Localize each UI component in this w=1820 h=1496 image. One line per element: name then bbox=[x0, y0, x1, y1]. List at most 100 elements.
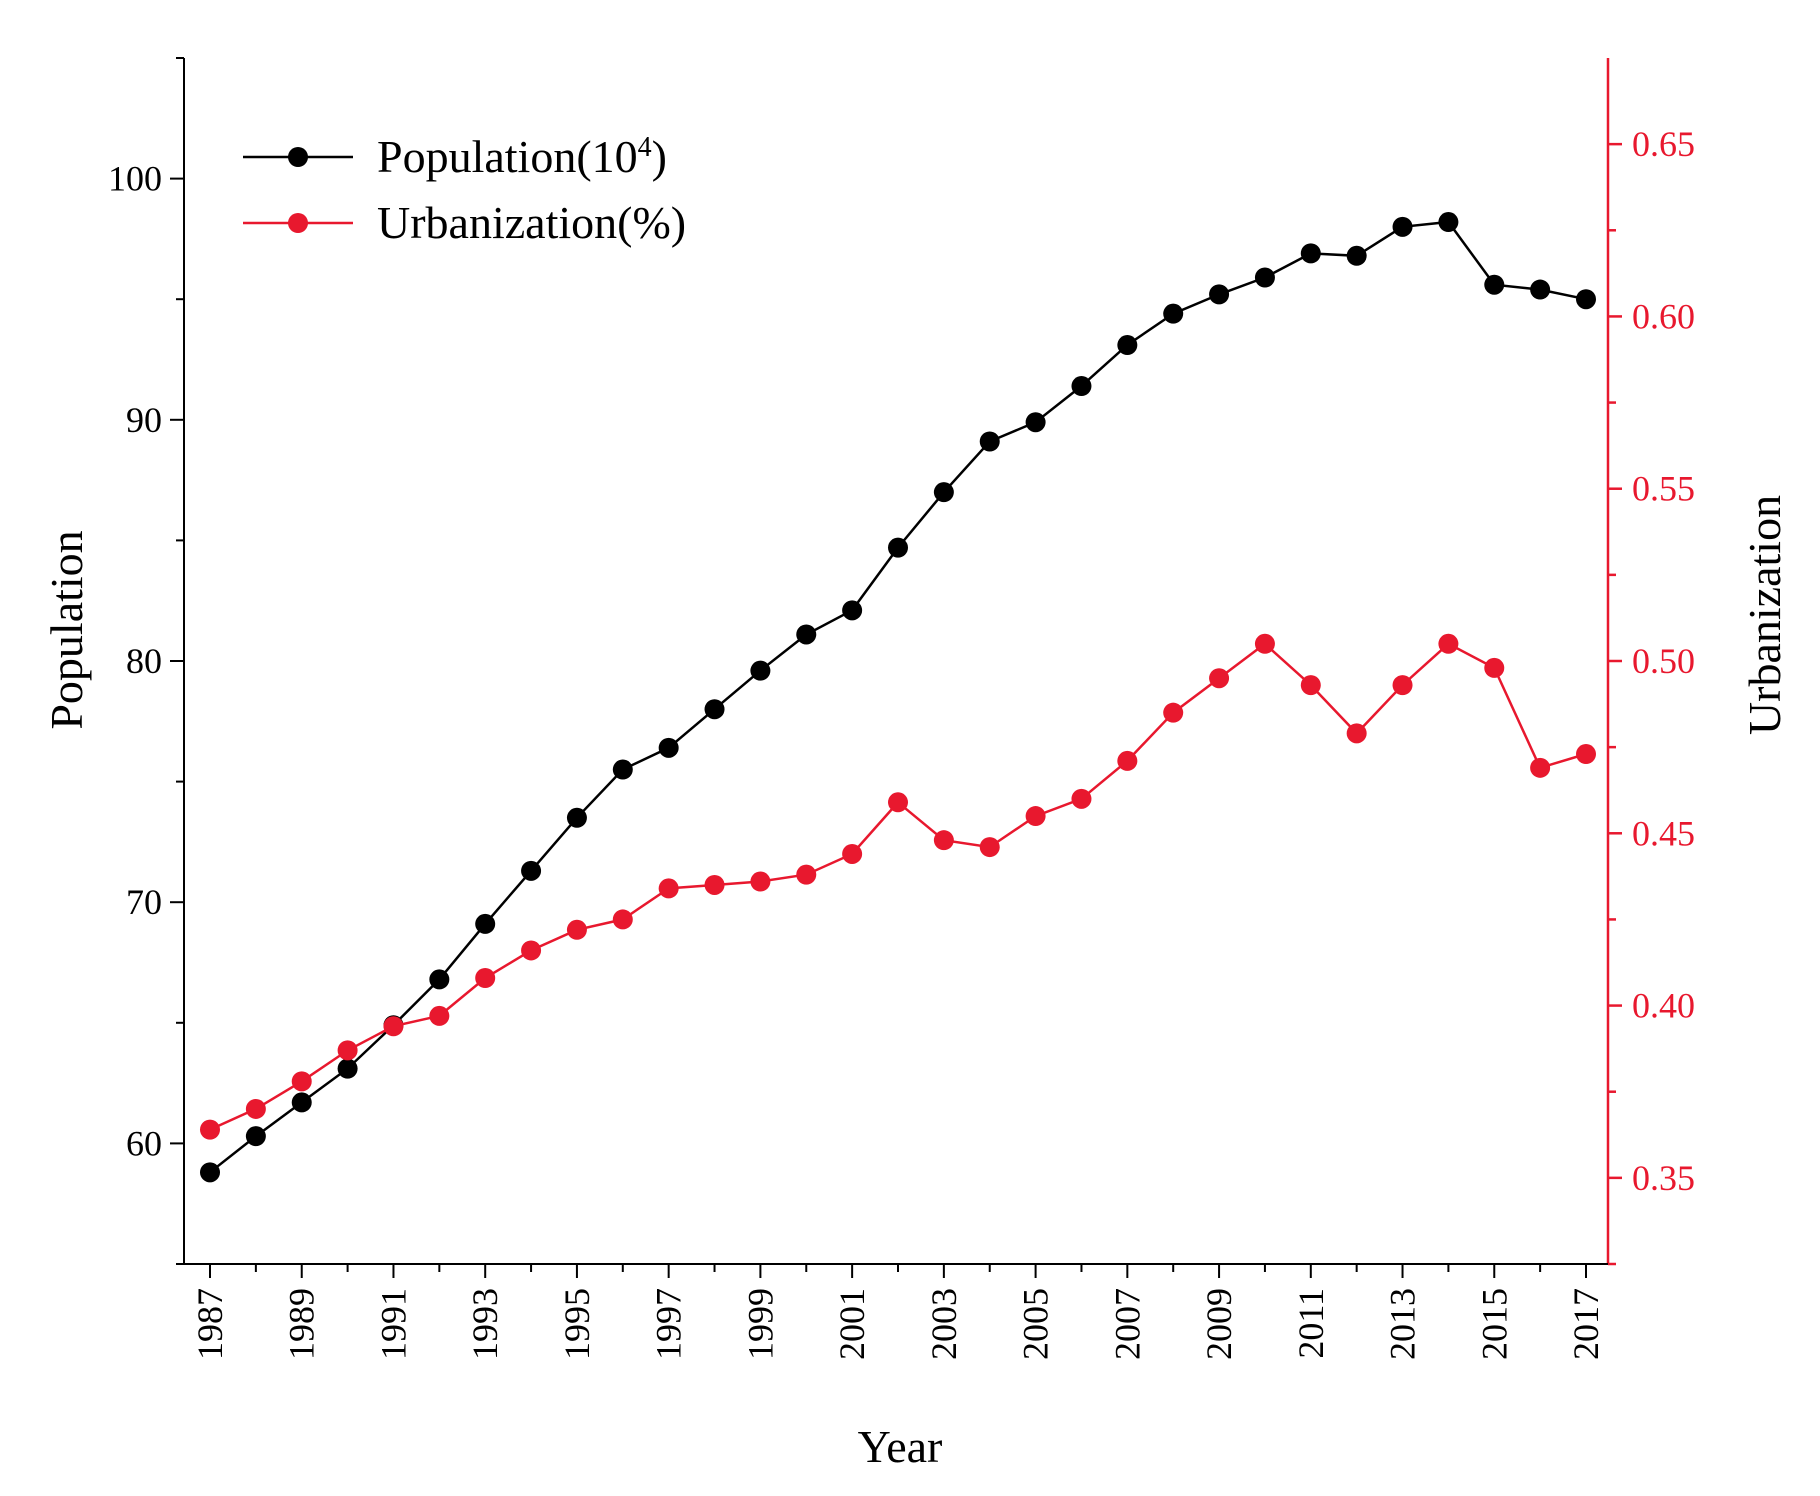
legend-marker-urbanization bbox=[288, 213, 308, 233]
data-point-population bbox=[521, 860, 542, 881]
data-point-population bbox=[842, 600, 863, 621]
data-point-urbanization bbox=[200, 1119, 220, 1140]
data-point-population bbox=[1117, 335, 1138, 356]
x-tick-label: 2005 bbox=[1016, 1288, 1056, 1360]
data-point-urbanization bbox=[796, 864, 817, 885]
data-point-population bbox=[933, 482, 954, 503]
data-point-population bbox=[1163, 303, 1184, 324]
x-tick-label: 1987 bbox=[190, 1288, 230, 1360]
data-point-population bbox=[1346, 245, 1367, 266]
data-point-population bbox=[704, 699, 725, 720]
x-tick-label: 1999 bbox=[740, 1288, 780, 1360]
x-tick-label: 1991 bbox=[373, 1288, 413, 1360]
data-point-urbanization bbox=[933, 830, 954, 851]
left-tick-label: 70 bbox=[126, 882, 162, 922]
right-tick-label: 0.65 bbox=[1632, 124, 1695, 164]
x-tick-label: 1995 bbox=[557, 1288, 597, 1360]
series-layer bbox=[200, 212, 1596, 1183]
data-point-urbanization bbox=[245, 1098, 266, 1119]
legend-item-population: Population(104) bbox=[243, 131, 667, 182]
data-point-urbanization bbox=[429, 1005, 450, 1026]
data-point-population bbox=[1254, 267, 1275, 288]
right-tick-label: 0.55 bbox=[1632, 469, 1695, 509]
data-point-population bbox=[1025, 412, 1046, 433]
data-point-population bbox=[888, 537, 908, 558]
data-point-urbanization bbox=[383, 1016, 404, 1037]
data-point-population bbox=[658, 737, 679, 758]
right-tick-label: 0.50 bbox=[1632, 641, 1695, 681]
data-point-urbanization bbox=[1346, 723, 1367, 744]
x-tick-label: 2007 bbox=[1107, 1288, 1147, 1360]
data-point-urbanization bbox=[888, 792, 908, 813]
right-y-axis: 0.35 0.40 0.45 0.50 0.55 0.60 0.65 bbox=[1606, 58, 1695, 1266]
data-point-urbanization bbox=[1025, 806, 1046, 827]
data-point-urbanization bbox=[1163, 702, 1184, 723]
right-tick-label: 0.60 bbox=[1632, 296, 1695, 336]
data-point-population bbox=[1484, 274, 1505, 295]
data-point-population bbox=[1530, 279, 1551, 300]
data-point-population bbox=[796, 624, 817, 645]
x-tick-label: 2015 bbox=[1474, 1288, 1514, 1360]
data-point-population bbox=[612, 759, 633, 780]
left-axis-title: Population bbox=[41, 530, 92, 729]
right-tick-label: 0.45 bbox=[1632, 813, 1695, 853]
x-tick-label: 2003 bbox=[924, 1288, 964, 1360]
data-point-urbanization bbox=[1300, 675, 1321, 696]
data-point-urbanization bbox=[1071, 788, 1092, 809]
data-point-urbanization bbox=[1254, 633, 1275, 654]
series-urbanization bbox=[200, 633, 1596, 1140]
x-tick-label: 2011 bbox=[1291, 1288, 1331, 1359]
data-point-urbanization bbox=[1117, 750, 1138, 771]
data-point-urbanization bbox=[1392, 675, 1413, 696]
left-tick-label: 80 bbox=[126, 641, 162, 681]
data-point-urbanization bbox=[979, 837, 1000, 858]
data-point-urbanization bbox=[1530, 757, 1551, 778]
data-point-population bbox=[566, 807, 587, 828]
data-point-urbanization bbox=[1576, 744, 1596, 765]
left-tick-label: 100 bbox=[108, 159, 162, 199]
data-point-urbanization bbox=[566, 919, 587, 940]
x-tick-label: 2013 bbox=[1383, 1288, 1423, 1360]
data-point-urbanization bbox=[1438, 633, 1459, 654]
x-tick-label: 2001 bbox=[832, 1288, 872, 1360]
right-tick-label: 0.35 bbox=[1632, 1158, 1695, 1198]
legend-text-urbanization: Urbanization(%) bbox=[377, 197, 686, 248]
x-tick-label: 1989 bbox=[282, 1288, 322, 1360]
data-point-population bbox=[291, 1092, 312, 1113]
data-point-population bbox=[1209, 284, 1230, 305]
data-point-population bbox=[200, 1162, 220, 1183]
x-tick-label: 2017 bbox=[1566, 1288, 1606, 1360]
left-tick-label: 90 bbox=[126, 400, 162, 440]
data-point-population bbox=[750, 660, 771, 681]
data-point-urbanization bbox=[750, 871, 771, 892]
data-point-population bbox=[429, 969, 450, 990]
right-axis-title: Urbanization bbox=[1739, 495, 1790, 735]
x-tick-label: 2009 bbox=[1199, 1288, 1239, 1360]
legend-item-urbanization: Urbanization(%) bbox=[243, 197, 686, 248]
x-tick-label: 1993 bbox=[465, 1288, 505, 1360]
legend: Population(104) Urbanization(%) bbox=[243, 131, 686, 248]
data-point-population bbox=[1300, 243, 1321, 264]
data-point-urbanization bbox=[475, 968, 496, 989]
data-point-urbanization bbox=[337, 1040, 358, 1061]
data-point-population bbox=[1392, 216, 1413, 237]
legend-marker-population bbox=[288, 147, 308, 167]
data-point-population bbox=[475, 913, 496, 934]
data-point-urbanization bbox=[612, 909, 633, 930]
data-point-urbanization bbox=[658, 878, 679, 899]
left-y-axis: 60 70 80 90 100 bbox=[108, 57, 185, 1265]
data-point-urbanization bbox=[842, 843, 863, 864]
data-point-urbanization bbox=[704, 874, 725, 895]
x-axis-title: Year bbox=[858, 1421, 943, 1472]
data-point-population bbox=[1576, 289, 1596, 310]
legend-text-population: Population(104) bbox=[377, 131, 667, 182]
x-axis: 1987 1989 1991 1993 1995 1997 1999 2001 2003 2005… bbox=[184, 1263, 1608, 1360]
data-point-population bbox=[1438, 212, 1459, 233]
left-tick-label: 60 bbox=[126, 1123, 162, 1163]
data-point-urbanization bbox=[291, 1071, 312, 1092]
data-point-urbanization bbox=[1484, 657, 1505, 678]
data-point-population bbox=[245, 1126, 266, 1147]
x-tick-label: 1997 bbox=[649, 1288, 689, 1360]
